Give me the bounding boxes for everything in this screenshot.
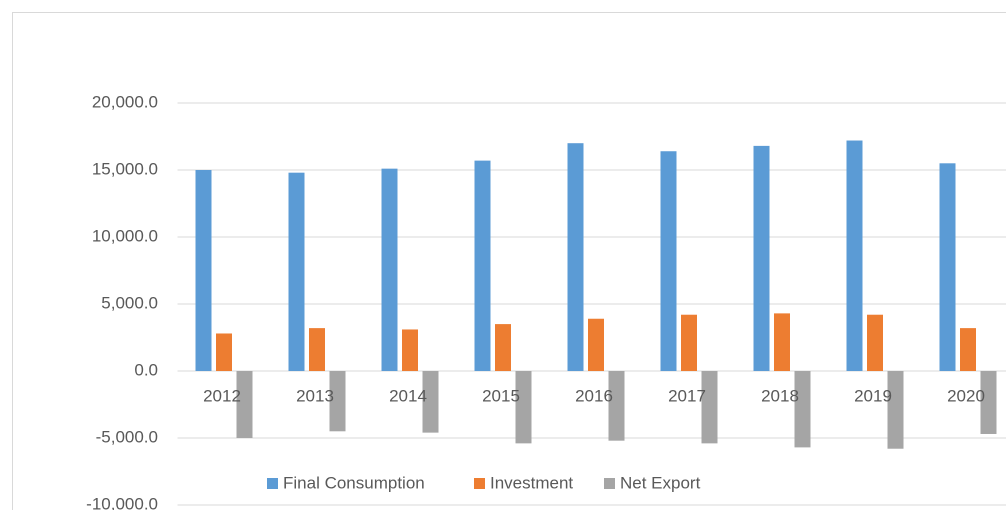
bar [774,313,790,371]
bar [515,371,532,444]
bar [753,145,770,371]
bar [422,371,439,433]
bar [381,168,398,371]
y-tick-label: -5,000.0 [96,427,158,446]
bar [402,329,418,371]
bar [195,170,212,371]
bar [980,371,997,434]
x-tick-label: 2013 [296,386,334,405]
bar [660,151,677,371]
x-tick-label: 2019 [854,386,892,405]
x-tick-label: 2016 [575,386,613,405]
y-tick-label: 20,000.0 [92,92,158,111]
legend-label: Investment [490,473,573,492]
bar [309,328,325,371]
legend-label: Final Consumption [283,473,425,492]
chart-frame [12,12,1006,510]
bar [701,371,718,444]
legend-swatch [474,478,485,489]
bar [495,324,511,371]
bar [329,371,346,432]
x-tick-label: 2018 [761,386,799,405]
bar [216,333,232,371]
labels: -10,000.0 -5,000.0 0.0 5,000.0 10,000.0 15,00… [86,92,985,510]
x-tick-label: 2012 [203,386,241,405]
bar [887,371,904,449]
bar [588,318,604,371]
x-tick-label: 2014 [389,386,427,405]
bar [794,371,811,448]
bar [939,163,956,371]
bar [867,314,883,371]
y-tick-label: 5,000.0 [101,293,158,312]
y-tick-label: 0.0 [134,360,158,379]
legend: Final Consumption Investment Net Export [267,473,701,492]
y-tick-label: 10,000.0 [92,226,158,245]
x-tick-label: 2017 [668,386,706,405]
x-tick-label: 2020 [947,386,985,405]
y-tick-label: 15,000.0 [92,159,158,178]
bars [195,140,997,449]
legend-swatch [604,478,615,489]
bar [681,314,697,371]
legend-label: Net Export [620,473,701,492]
legend-swatch [267,478,278,489]
bar [846,140,863,371]
bar [236,371,253,438]
x-tick-label: 2015 [482,386,520,405]
bar [567,143,584,371]
bar [474,160,491,371]
bar [288,172,305,371]
bar [960,328,976,371]
y-tick-label: -10,000.0 [86,494,158,510]
bar [608,371,625,441]
